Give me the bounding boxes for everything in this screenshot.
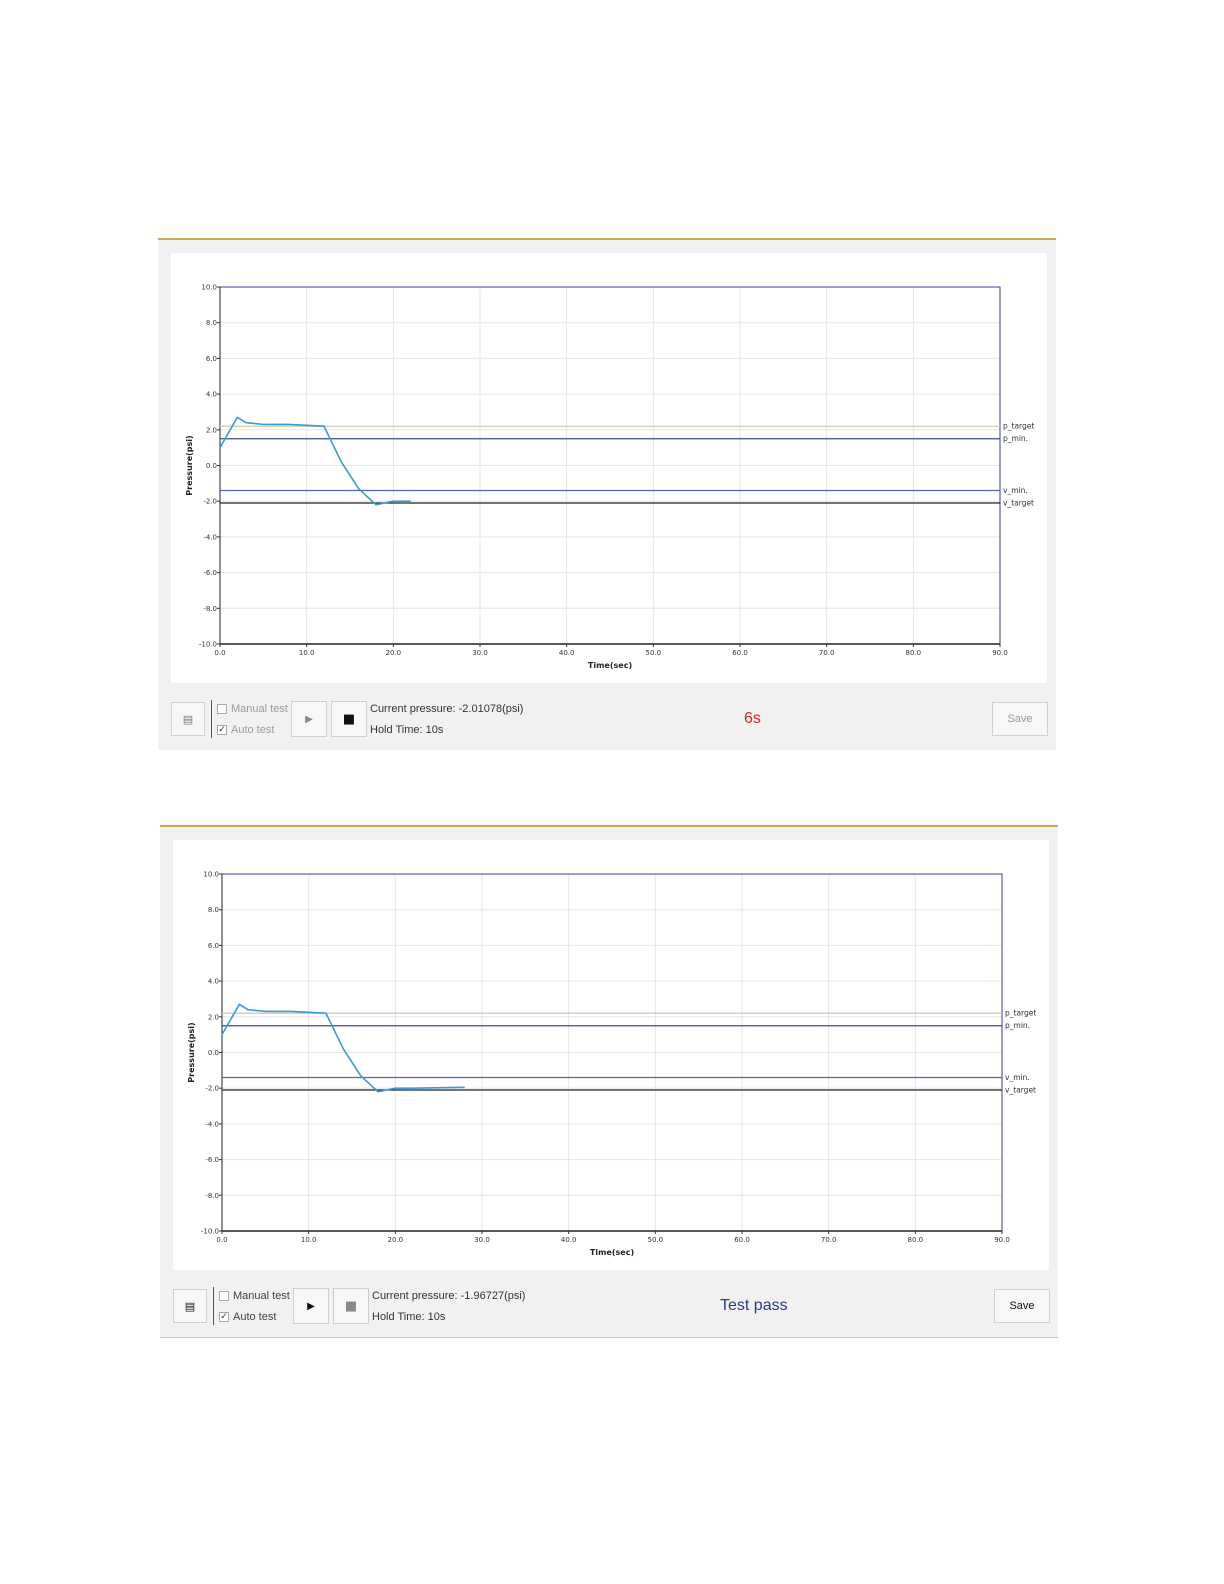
y-tick-label: 4.0 <box>208 978 219 986</box>
x-tick-label: 10.0 <box>299 649 315 657</box>
reference-line-label: p_target <box>1005 1009 1036 1018</box>
divider <box>211 700 212 738</box>
stop-button[interactable]: ■ <box>331 701 367 737</box>
y-tick-label: -4.0 <box>203 533 217 541</box>
control-bar: ▤ Manual test ✓ Auto test ▶ ■ Current pr… <box>160 1275 1058 1333</box>
y-tick-label: -2.0 <box>205 1085 219 1093</box>
checkbox-box: ✓ <box>219 1312 229 1322</box>
reference-line-label: p_min. <box>1003 434 1028 443</box>
auto-test-label: Auto test <box>231 724 275 736</box>
stop-icon: ■ <box>342 711 356 727</box>
play-button[interactable]: ▶ <box>293 1288 329 1324</box>
y-tick-label: -4.0 <box>205 1120 219 1128</box>
reference-line-label: v_target <box>1003 498 1034 507</box>
pressure-series-line <box>221 1003 465 1093</box>
reference-line-label: v_min. <box>1005 1073 1030 1082</box>
auto-test-checkbox[interactable]: ✓ Auto test <box>219 1311 276 1323</box>
pressure-chart-1: 0.0 10.0 20.0 30.0 40.0 50.0 60.0 70.0 80.0 90.0 1… <box>171 253 1047 683</box>
x-tick-label: 50.0 <box>648 1236 664 1244</box>
reference-line-label: v_min. <box>1003 486 1028 495</box>
x-tick-label: 80.0 <box>906 649 922 657</box>
checkbox-box: ✓ <box>217 725 227 735</box>
reference-line-label: p_min. <box>1005 1021 1030 1030</box>
x-tick-label: 40.0 <box>561 1236 577 1244</box>
y-tick-label: 0.0 <box>206 462 217 470</box>
y-tick-label: 10.0 <box>203 871 219 879</box>
y-axis-label: Pressure(psi) <box>187 1022 196 1082</box>
list-icon-button[interactable]: ▤ <box>173 1289 207 1323</box>
current-pressure-readout: Current pressure: -1.96727(psi) <box>372 1290 526 1302</box>
y-tick-label: -6.0 <box>203 569 217 577</box>
y-tick-label: 4.0 <box>206 391 217 399</box>
manual-test-checkbox[interactable]: Manual test <box>219 1290 290 1302</box>
y-tick-label: 10.0 <box>201 284 217 292</box>
pressure-chart-svg: 0.0 10.0 20.0 30.0 40.0 50.0 60.0 70.0 80.0 90.0 1… <box>187 871 1036 1258</box>
pressure-chart-svg: 0.0 10.0 20.0 30.0 40.0 50.0 60.0 70.0 80.0 90.0 1… <box>185 284 1034 671</box>
divider <box>213 1287 214 1325</box>
y-tick-label: 8.0 <box>206 319 217 327</box>
reference-line-label: v_target <box>1005 1085 1036 1094</box>
y-tick-label: 0.0 <box>208 1049 219 1057</box>
x-tick-label: 70.0 <box>819 649 835 657</box>
x-axis-label: Time(sec) <box>588 661 632 670</box>
test-panel-2: 0.0 10.0 20.0 30.0 40.0 50.0 60.0 70.0 80.0 90.0 1… <box>160 825 1058 1338</box>
list-icon-button[interactable]: ▤ <box>171 702 205 736</box>
y-tick-label: 2.0 <box>206 426 217 434</box>
y-tick-label: -8.0 <box>203 605 217 613</box>
x-tick-label: 60.0 <box>732 649 748 657</box>
y-tick-label: -2.0 <box>203 498 217 506</box>
y-tick-label: -8.0 <box>205 1192 219 1200</box>
x-axis-label: Time(sec) <box>590 1248 634 1257</box>
x-tick-label: 20.0 <box>386 649 402 657</box>
play-button[interactable]: ▶ <box>291 701 327 737</box>
y-tick-label: -10.0 <box>201 1228 219 1236</box>
x-tick-label: 90.0 <box>992 649 1008 657</box>
auto-test-checkbox[interactable]: ✓ Auto test <box>217 724 274 736</box>
checkbox-box <box>219 1291 229 1301</box>
x-tick-label: 30.0 <box>474 1236 490 1244</box>
play-icon: ▶ <box>307 1300 315 1312</box>
save-button[interactable]: Save <box>994 1289 1050 1323</box>
x-tick-label: 70.0 <box>821 1236 837 1244</box>
y-tick-label: -6.0 <box>205 1156 219 1164</box>
x-tick-label: 60.0 <box>734 1236 750 1244</box>
x-tick-label: 10.0 <box>301 1236 317 1244</box>
save-button[interactable]: Save <box>992 702 1048 736</box>
y-tick-label: 6.0 <box>206 355 217 363</box>
reference-line-label: p_target <box>1003 422 1034 431</box>
x-tick-label: 0.0 <box>214 649 225 657</box>
stop-icon: ■ <box>344 1298 358 1314</box>
x-tick-label: 50.0 <box>646 649 662 657</box>
pressure-series-line <box>219 416 411 506</box>
auto-test-label: Auto test <box>233 1311 277 1323</box>
current-pressure-readout: Current pressure: -2.01078(psi) <box>370 703 524 715</box>
manual-test-label: Manual test <box>233 1290 290 1302</box>
pressure-chart-2: 0.0 10.0 20.0 30.0 40.0 50.0 60.0 70.0 80.0 90.0 1… <box>173 840 1049 1270</box>
y-tick-label: 2.0 <box>208 1013 219 1021</box>
list-icon: ▤ <box>182 712 194 726</box>
control-bar: ▤ Manual test ✓ Auto test ▶ ■ Current pr… <box>158 688 1056 746</box>
x-tick-label: 90.0 <box>994 1236 1010 1244</box>
y-axis-label: Pressure(psi) <box>185 435 194 495</box>
play-icon: ▶ <box>305 713 313 725</box>
test-status: Test pass <box>720 1297 788 1314</box>
y-tick-label: 6.0 <box>208 942 219 950</box>
hold-time-readout: Hold Time: 10s <box>370 724 444 736</box>
x-tick-label: 40.0 <box>559 649 575 657</box>
x-tick-label: 20.0 <box>388 1236 404 1244</box>
test-status: 6s <box>744 710 761 727</box>
hold-time-readout: Hold Time: 10s <box>372 1311 446 1323</box>
manual-test-checkbox[interactable]: Manual test <box>217 703 288 715</box>
stop-button[interactable]: ■ <box>333 1288 369 1324</box>
manual-test-label: Manual test <box>231 703 288 715</box>
test-panel-1: 0.0 10.0 20.0 30.0 40.0 50.0 60.0 70.0 80.0 90.0 1… <box>158 238 1056 750</box>
x-tick-label: 80.0 <box>908 1236 924 1244</box>
checkbox-box <box>217 704 227 714</box>
list-icon: ▤ <box>184 1299 196 1313</box>
x-tick-label: 30.0 <box>472 649 488 657</box>
y-tick-label: -10.0 <box>199 641 217 649</box>
x-tick-label: 0.0 <box>216 1236 227 1244</box>
y-tick-label: 8.0 <box>208 906 219 914</box>
